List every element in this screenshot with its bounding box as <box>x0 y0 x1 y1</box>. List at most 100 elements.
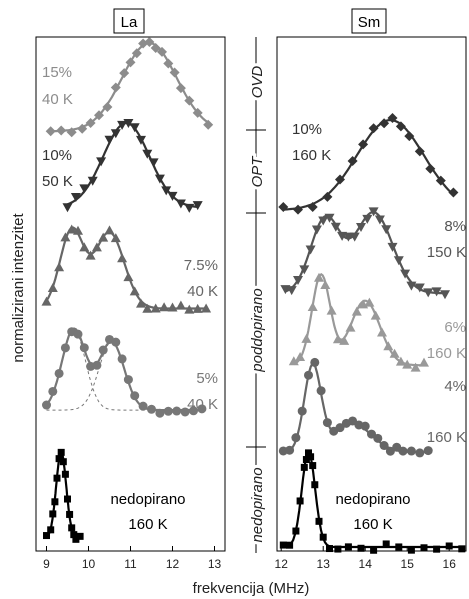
la-data-point <box>77 123 88 134</box>
sm-series-label: 160 K <box>353 516 392 533</box>
la-data-point <box>144 36 155 47</box>
la-data-point <box>70 192 81 202</box>
sm-data-point <box>286 286 297 296</box>
la-data-point <box>129 123 140 133</box>
la-data-point <box>43 532 50 540</box>
sm-data-point <box>307 301 318 311</box>
la-data-point <box>201 303 212 313</box>
la-data-point <box>41 296 52 306</box>
sm-data-point <box>335 174 345 185</box>
la-x-tick-label: 10 <box>82 557 96 571</box>
la-data-point <box>203 119 214 130</box>
sm-title: Sm <box>358 14 381 31</box>
sm-fit-line <box>293 272 424 367</box>
sm-data-point <box>292 527 300 535</box>
la-data-point <box>117 120 128 130</box>
sm-data-point <box>279 541 287 549</box>
la-data-point <box>192 107 203 118</box>
sm-data-point <box>349 232 360 242</box>
sm-data-point <box>322 191 333 202</box>
sm-data-point <box>404 131 415 142</box>
la-data-point <box>76 532 84 540</box>
sm-data-point <box>315 517 323 525</box>
sm-data-point <box>316 386 326 396</box>
la-data-point <box>172 406 182 416</box>
sm-data-point <box>345 322 356 332</box>
la-data-point <box>147 404 156 414</box>
la-data-point <box>85 118 96 129</box>
sm-data-point <box>395 356 406 366</box>
la-data-point <box>57 448 65 456</box>
sm-data-point <box>370 546 378 554</box>
sm-data-point <box>387 113 398 124</box>
la-fit-line <box>67 121 198 208</box>
sm-data-point <box>301 333 312 343</box>
sm-data-point <box>379 441 389 451</box>
sm-data-point <box>344 543 352 551</box>
la-data-point <box>155 408 165 418</box>
sm-data-point <box>299 265 310 275</box>
la-data-point <box>175 199 186 209</box>
sm-data-point <box>291 433 301 443</box>
sm-data-point <box>420 544 428 552</box>
sm-x-tick-label: 13 <box>317 557 331 571</box>
la-data-point <box>72 535 80 543</box>
la-data-point <box>117 253 128 263</box>
la-data-point <box>125 57 136 68</box>
la-data-point <box>157 46 167 57</box>
sm-data-point <box>419 357 429 367</box>
sm-data-point <box>406 281 417 291</box>
sm-data-point <box>357 544 365 552</box>
la-series-label: 40 K <box>187 283 218 300</box>
la-data-point <box>167 302 178 312</box>
sm-series-label: 160 K <box>427 345 466 362</box>
la-data-point <box>184 203 195 213</box>
la-data-point <box>104 225 115 235</box>
la-data-point <box>184 95 195 106</box>
sm-series-label: 150 K <box>427 244 466 261</box>
sm-data-point <box>435 175 446 186</box>
la-data-point <box>119 68 130 79</box>
sm-data-point <box>334 545 342 553</box>
sm-x-tick-label: 14 <box>359 557 373 571</box>
sm-data-point <box>425 163 436 174</box>
sm-data-point <box>383 341 394 351</box>
sm-series-label: 10% <box>292 121 322 138</box>
la-data-point <box>111 337 121 347</box>
la-series-label: 40 K <box>187 396 218 413</box>
la-title: La <box>121 14 138 31</box>
sm-data-point <box>374 215 385 225</box>
la-data-point <box>61 470 69 478</box>
la-data-point <box>73 329 83 339</box>
sm-data-point <box>319 533 327 541</box>
sm-data-point <box>293 276 303 286</box>
x-axis-label: frekvencija (MHz) <box>193 580 310 597</box>
la-data-point <box>110 82 121 93</box>
sm-data-point <box>307 202 318 213</box>
la-data-point <box>136 298 146 308</box>
la-data-point <box>87 176 98 186</box>
la-data-point <box>60 232 71 242</box>
la-data-point <box>110 233 121 243</box>
sm-data-point <box>278 202 289 213</box>
la-data-point <box>138 401 148 411</box>
la-data-point <box>136 135 146 145</box>
la-data-point <box>154 174 165 184</box>
sm-series-label: 4% <box>444 378 466 395</box>
la-data-point <box>123 375 133 385</box>
la-fit-line <box>45 226 207 310</box>
sm-data-point <box>347 156 358 167</box>
la-data-point <box>94 110 104 121</box>
sm-data-point <box>373 433 383 443</box>
sm-data-point <box>364 297 375 307</box>
la-data-point <box>47 283 58 293</box>
la-data-point <box>73 225 83 235</box>
la-data-point <box>60 343 70 353</box>
sm-data-point <box>431 287 442 297</box>
la-data-point <box>70 531 78 539</box>
sm-data-point <box>393 256 404 266</box>
la-series-label: 15% <box>42 64 72 81</box>
la-data-point <box>102 101 113 112</box>
sm-data-point <box>295 351 306 361</box>
sm-data-point <box>415 448 425 458</box>
